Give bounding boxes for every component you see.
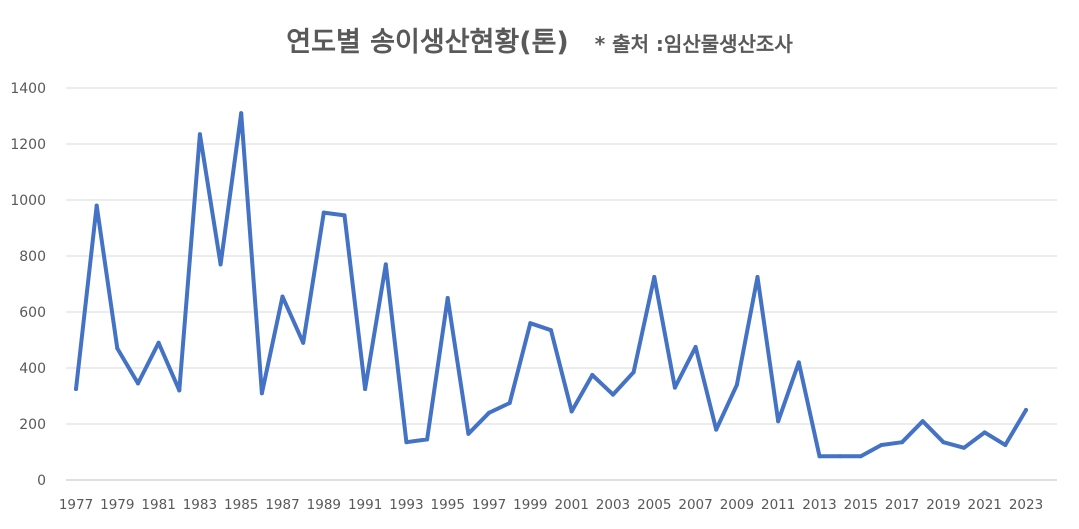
x-tick-label: 2011 bbox=[761, 497, 795, 513]
data-point bbox=[734, 382, 739, 387]
data-point bbox=[342, 213, 347, 218]
data-point bbox=[941, 440, 946, 445]
x-tick-label: 1977 bbox=[59, 497, 93, 513]
data-point bbox=[466, 431, 471, 436]
y-tick-label: 1000 bbox=[10, 193, 46, 209]
x-tick-label: 1985 bbox=[224, 497, 258, 513]
x-tick-label: 1987 bbox=[265, 497, 299, 513]
x-tick-label: 1995 bbox=[431, 497, 465, 513]
data-point bbox=[1003, 443, 1008, 447]
x-tick-label: 1993 bbox=[389, 497, 423, 513]
data-point bbox=[280, 294, 285, 299]
x-tick-label: 2023 bbox=[1009, 497, 1043, 513]
x-tick-label: 2005 bbox=[637, 497, 671, 513]
data-point bbox=[259, 391, 264, 396]
data-point bbox=[445, 296, 450, 300]
data-point bbox=[507, 401, 512, 405]
data-point bbox=[796, 360, 801, 365]
x-tick-label: 1997 bbox=[472, 497, 506, 513]
y-tick-label: 200 bbox=[19, 417, 46, 433]
x-tick-label: 1983 bbox=[183, 497, 217, 513]
y-tick-label: 600 bbox=[19, 305, 46, 321]
data-point bbox=[156, 340, 161, 345]
data-point bbox=[404, 440, 409, 445]
x-tick-label: 2001 bbox=[554, 497, 588, 513]
x-tick-label: 1981 bbox=[141, 497, 175, 513]
data-point bbox=[177, 388, 182, 393]
data-point bbox=[383, 262, 388, 267]
data-point bbox=[755, 275, 760, 279]
series-line bbox=[74, 111, 1028, 459]
data-point bbox=[487, 410, 492, 415]
x-tick-label: 2015 bbox=[844, 497, 878, 513]
x-tick-label: 1991 bbox=[348, 497, 382, 513]
data-point bbox=[321, 210, 326, 215]
data-point bbox=[900, 440, 905, 445]
data-point bbox=[239, 111, 244, 116]
data-point bbox=[528, 321, 533, 326]
data-point bbox=[693, 345, 698, 349]
data-point bbox=[714, 427, 719, 432]
data-point bbox=[817, 454, 822, 459]
data-point bbox=[776, 419, 781, 424]
data-point bbox=[115, 346, 120, 351]
data-point bbox=[425, 437, 430, 442]
y-tick-label: 1400 bbox=[10, 81, 46, 97]
data-point bbox=[962, 445, 967, 450]
data-point bbox=[610, 392, 615, 397]
y-tick-label: 0 bbox=[37, 473, 46, 489]
x-tick-label: 1999 bbox=[513, 497, 547, 513]
data-point bbox=[858, 454, 863, 459]
x-tick-label: 2013 bbox=[802, 497, 836, 513]
data-point bbox=[94, 203, 99, 208]
x-tick-label: 2021 bbox=[968, 497, 1002, 513]
data-point bbox=[1024, 408, 1028, 412]
data-point bbox=[838, 454, 843, 459]
data-point bbox=[982, 430, 987, 435]
data-point bbox=[74, 387, 78, 391]
data-point bbox=[920, 419, 925, 424]
data-point bbox=[590, 373, 595, 377]
x-tick-label: 2009 bbox=[720, 497, 754, 513]
data-point bbox=[652, 275, 657, 279]
x-tick-label: 2019 bbox=[926, 497, 960, 513]
y-tick-label: 1200 bbox=[10, 137, 46, 153]
x-tick-label: 2003 bbox=[596, 497, 630, 513]
x-tick-label: 2017 bbox=[885, 497, 919, 513]
data-point bbox=[197, 132, 202, 137]
data-point bbox=[549, 328, 553, 333]
y-tick-label: 400 bbox=[19, 361, 46, 377]
x-tick-label: 1979 bbox=[100, 497, 134, 513]
chart-title: 연도별 송이생산현황(톤) bbox=[286, 27, 569, 58]
y-tick-label: 800 bbox=[19, 249, 46, 265]
data-point bbox=[301, 340, 306, 345]
source-note: * 출처 :임산물생산조사 bbox=[594, 32, 793, 56]
chart-title-area: 연도별 송이생산현황(톤) * 출처 :임산물생산조사 bbox=[0, 20, 1079, 59]
data-point bbox=[879, 443, 884, 447]
data-point bbox=[569, 409, 574, 414]
data-point bbox=[135, 381, 140, 386]
data-point bbox=[672, 385, 677, 390]
data-point bbox=[363, 387, 368, 391]
data-point bbox=[218, 262, 223, 267]
x-tick-label: 1989 bbox=[307, 497, 341, 513]
data-point bbox=[631, 370, 636, 375]
x-tick-label: 2007 bbox=[678, 497, 712, 513]
